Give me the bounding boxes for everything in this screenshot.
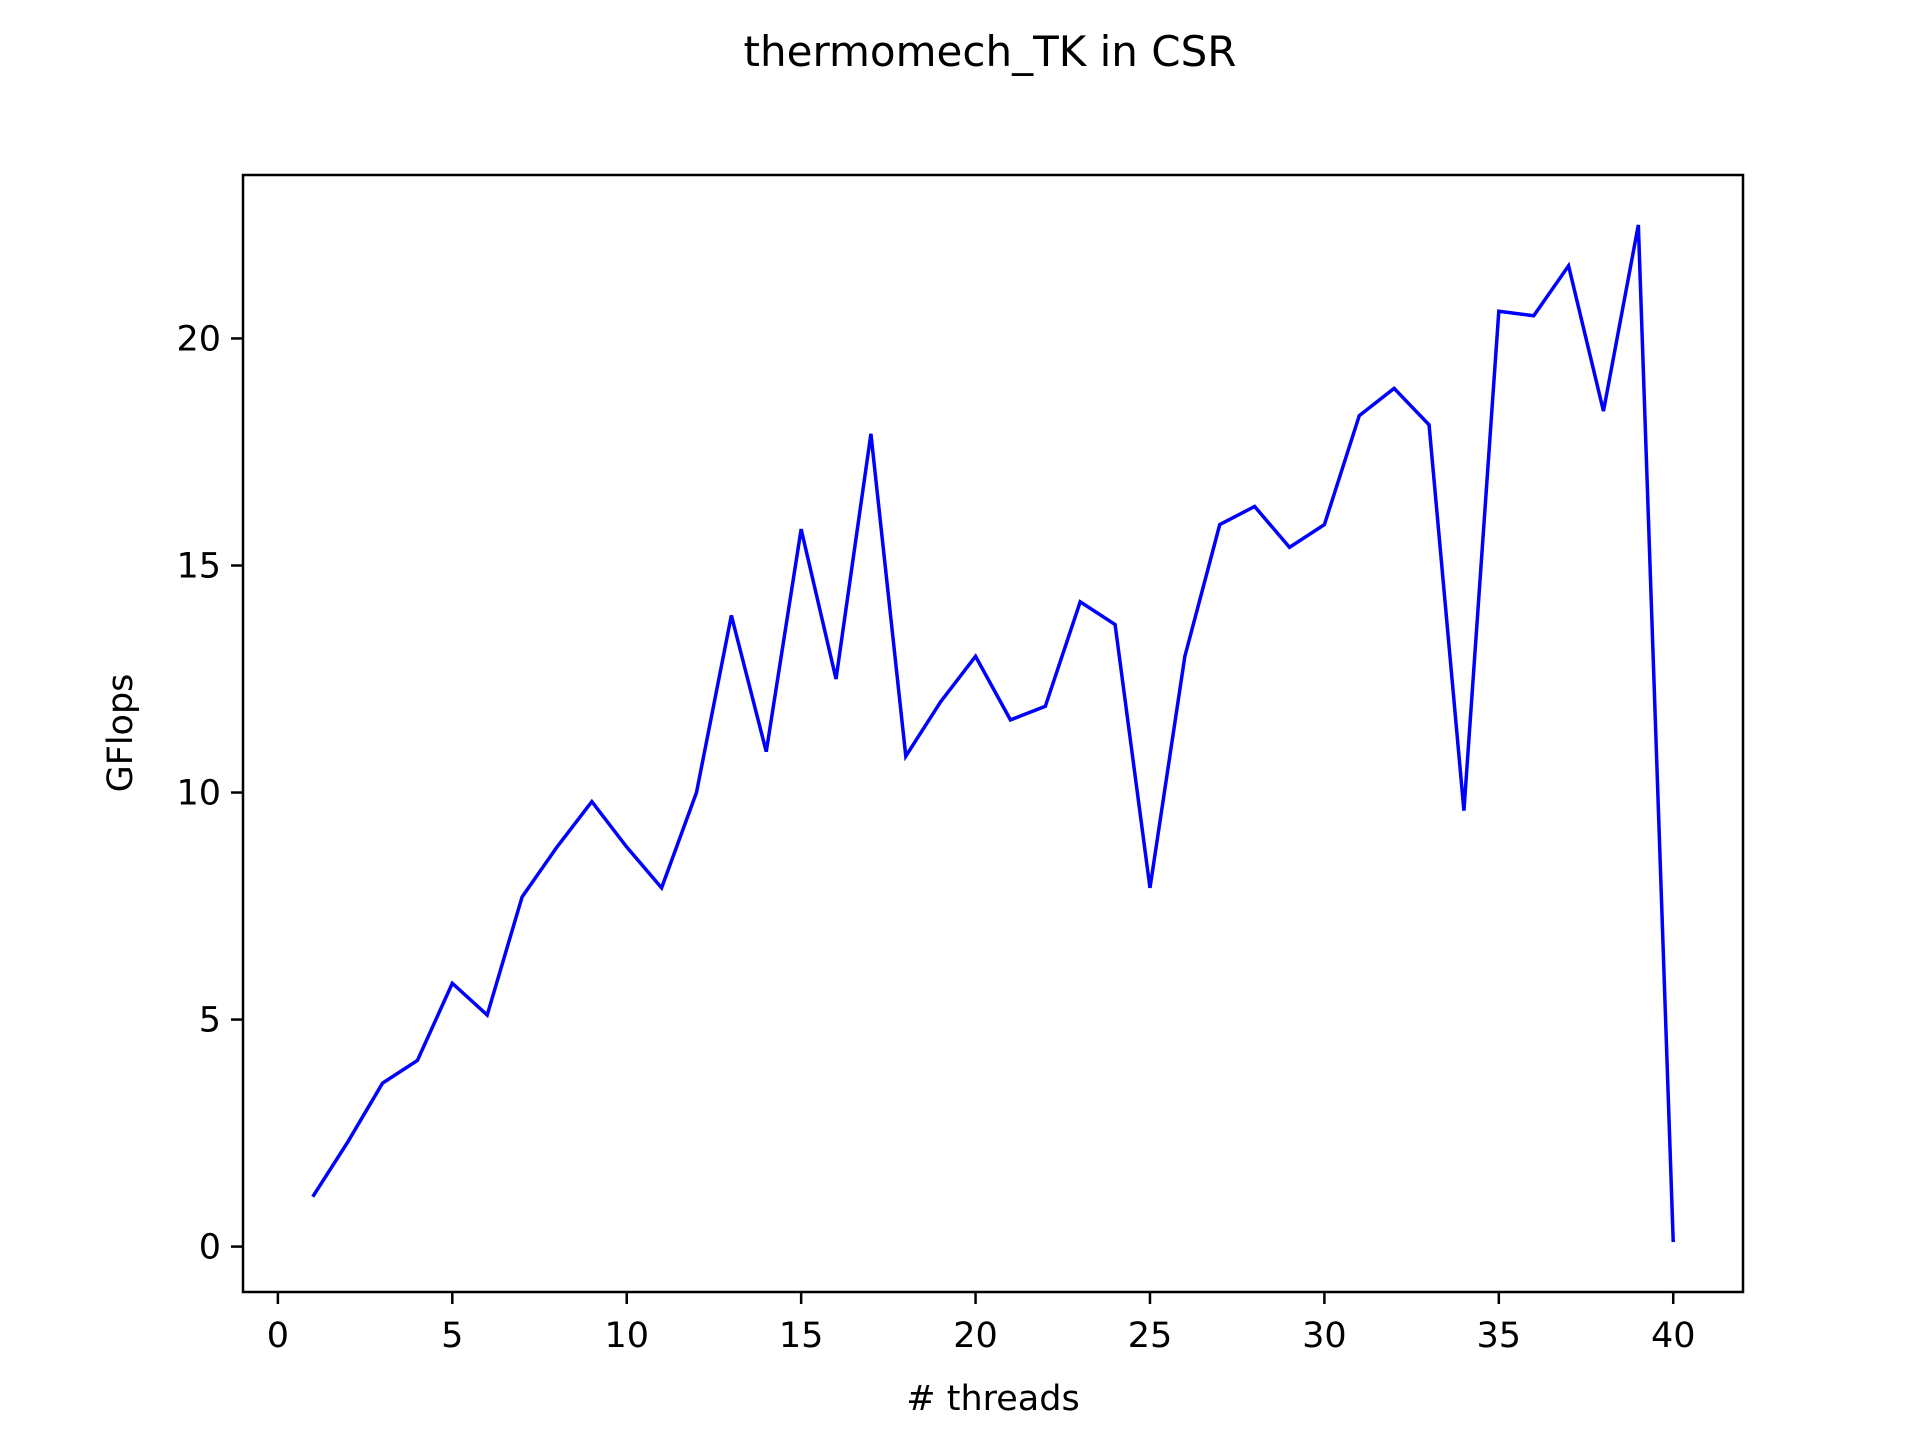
x-tick-label: 15	[779, 1316, 824, 1356]
y-axis: 0 5 10 15 20	[176, 319, 243, 1268]
y-tick-label: 5	[199, 1001, 221, 1041]
chart-title: thermomech_TK in CSR	[744, 27, 1237, 76]
series-layer	[311, 224, 1675, 1243]
y-tick-label: 10	[176, 774, 221, 814]
x-tick-label: 5	[441, 1316, 463, 1356]
x-tick-label: 30	[1302, 1316, 1347, 1356]
y-tick-label: 0	[199, 1228, 221, 1268]
y-tick-label: 15	[176, 546, 221, 586]
x-tick-label: 35	[1477, 1316, 1522, 1356]
x-tick-label: 40	[1651, 1316, 1696, 1356]
plot-area: 0 5 10 15 20 25 30 35 40 0 5 10 15 20	[176, 173, 1745, 1356]
x-axis-label: # threads	[906, 1379, 1079, 1419]
x-tick-label: 0	[267, 1316, 289, 1356]
y-axis-label: GFlops	[101, 674, 141, 793]
x-tick-label: 10	[604, 1316, 649, 1356]
series-line	[311, 224, 1675, 1243]
plot-frame	[241, 173, 1745, 1294]
x-tick-label: 25	[1128, 1316, 1173, 1356]
x-tick-label: 20	[953, 1316, 998, 1356]
y-tick-label: 20	[176, 319, 221, 359]
x-axis: 0 5 10 15 20 25 30 35 40	[267, 1292, 1696, 1356]
